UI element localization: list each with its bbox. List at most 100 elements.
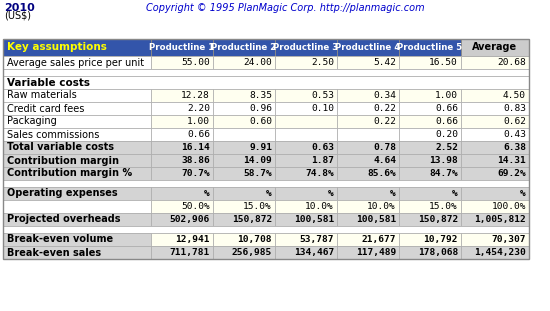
Text: (US$): (US$) xyxy=(4,11,31,21)
Text: 4.50: 4.50 xyxy=(503,91,526,100)
Bar xyxy=(461,246,529,259)
Text: 15.0%: 15.0% xyxy=(243,202,272,211)
Bar xyxy=(275,187,337,200)
Bar xyxy=(3,226,529,233)
Text: Productline 3: Productline 3 xyxy=(273,43,339,52)
Bar xyxy=(151,56,213,69)
Bar xyxy=(461,213,529,226)
Text: Projected overheads: Projected overheads xyxy=(7,215,120,225)
Bar xyxy=(151,167,213,180)
Bar xyxy=(275,115,337,128)
Bar xyxy=(399,89,461,102)
Bar xyxy=(337,89,399,102)
Bar xyxy=(337,167,399,180)
Bar xyxy=(3,167,151,180)
Text: 70.7%: 70.7% xyxy=(182,169,210,178)
Text: 13.98: 13.98 xyxy=(429,156,458,165)
Text: Total variable costs: Total variable costs xyxy=(7,142,114,152)
Bar xyxy=(337,102,399,115)
Bar xyxy=(3,141,151,154)
Bar xyxy=(151,154,213,167)
Text: 14.31: 14.31 xyxy=(497,156,526,165)
Bar xyxy=(461,102,529,115)
Bar xyxy=(275,213,337,226)
Text: 256,985: 256,985 xyxy=(232,248,272,257)
Bar xyxy=(461,141,529,154)
Bar xyxy=(151,246,213,259)
Text: 0.20: 0.20 xyxy=(435,130,458,139)
Text: 0.53: 0.53 xyxy=(311,91,334,100)
Text: 0.22: 0.22 xyxy=(373,117,396,126)
Bar xyxy=(3,200,151,213)
Text: Average: Average xyxy=(472,43,518,53)
Bar xyxy=(399,154,461,167)
Bar xyxy=(461,39,529,56)
Bar xyxy=(213,233,275,246)
Text: 2.20: 2.20 xyxy=(187,104,210,113)
Text: Productline 1: Productline 1 xyxy=(150,43,214,52)
Text: 84.7%: 84.7% xyxy=(429,169,458,178)
Text: 50.0%: 50.0% xyxy=(182,202,210,211)
Text: Key assumptions: Key assumptions xyxy=(7,43,107,53)
Text: 10.0%: 10.0% xyxy=(305,202,334,211)
Bar xyxy=(461,128,529,141)
Text: 53,787: 53,787 xyxy=(300,235,334,244)
Text: 10,792: 10,792 xyxy=(424,235,458,244)
Text: 74.8%: 74.8% xyxy=(305,169,334,178)
Text: 5.42: 5.42 xyxy=(373,58,396,67)
Text: 502,906: 502,906 xyxy=(170,215,210,224)
Text: %: % xyxy=(452,189,458,198)
Bar xyxy=(3,128,151,141)
Bar xyxy=(151,213,213,226)
Text: 16.14: 16.14 xyxy=(182,143,210,152)
Text: 9.91: 9.91 xyxy=(249,143,272,152)
Bar xyxy=(399,200,461,213)
Text: 0.66: 0.66 xyxy=(187,130,210,139)
Text: 10,708: 10,708 xyxy=(238,235,272,244)
Bar xyxy=(3,76,529,89)
Text: Contribution margin %: Contribution margin % xyxy=(7,169,132,179)
Bar xyxy=(337,115,399,128)
Bar xyxy=(399,246,461,259)
Text: %: % xyxy=(204,189,210,198)
Text: 100.0%: 100.0% xyxy=(492,202,526,211)
Text: Break-even sales: Break-even sales xyxy=(7,248,101,258)
Bar xyxy=(151,141,213,154)
Bar xyxy=(399,102,461,115)
Bar xyxy=(275,56,337,69)
Bar xyxy=(213,167,275,180)
Bar xyxy=(275,246,337,259)
Bar xyxy=(461,56,529,69)
Text: Contribution margin: Contribution margin xyxy=(7,156,119,165)
Text: %: % xyxy=(390,189,396,198)
Bar xyxy=(399,39,461,56)
Bar xyxy=(3,39,151,56)
Bar xyxy=(3,154,151,167)
Text: 1.00: 1.00 xyxy=(187,117,210,126)
Bar xyxy=(337,200,399,213)
Text: 10.0%: 10.0% xyxy=(367,202,396,211)
Bar xyxy=(337,39,399,56)
Text: %: % xyxy=(520,189,526,198)
Bar xyxy=(461,233,529,246)
Bar xyxy=(3,102,151,115)
Text: 2.50: 2.50 xyxy=(311,58,334,67)
Bar xyxy=(213,128,275,141)
Bar xyxy=(461,167,529,180)
Text: Credit card fees: Credit card fees xyxy=(7,104,84,114)
Text: 178,068: 178,068 xyxy=(418,248,458,257)
Text: 1,454,230: 1,454,230 xyxy=(474,248,526,257)
Bar xyxy=(3,69,529,76)
Bar xyxy=(151,128,213,141)
Text: Copyright © 1995 PlanMagic Corp. http://planmagic.com: Copyright © 1995 PlanMagic Corp. http://… xyxy=(146,3,424,13)
Text: 85.6%: 85.6% xyxy=(367,169,396,178)
Text: 0.22: 0.22 xyxy=(373,104,396,113)
Text: Productline 5: Productline 5 xyxy=(398,43,463,52)
Bar xyxy=(337,187,399,200)
Text: 0.43: 0.43 xyxy=(503,130,526,139)
Text: Productline 2: Productline 2 xyxy=(211,43,277,52)
Bar xyxy=(337,233,399,246)
Text: 711,781: 711,781 xyxy=(170,248,210,257)
Text: 150,872: 150,872 xyxy=(232,215,272,224)
Bar xyxy=(3,180,529,187)
